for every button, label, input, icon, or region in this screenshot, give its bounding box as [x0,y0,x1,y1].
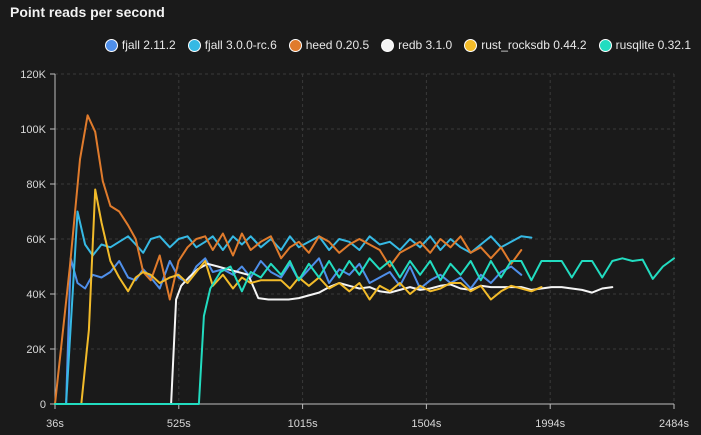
y-tick-label: 60K [26,234,46,246]
series-line-fjall [54,257,523,405]
x-tick-label: 1015s [288,418,318,430]
legend-item[interactable]: fjall 3.0.0-rc.6 [187,38,277,52]
series-line-rust-rocksdb [54,188,543,405]
legend-item[interactable]: rust_rocksdb 0.44.2 [464,38,587,52]
legend-swatch [381,38,395,52]
series-line-fjall [54,210,533,405]
legend-swatch [187,38,201,52]
legend-item[interactable]: redb 3.1.0 [381,38,452,52]
series-line-heed [54,114,523,405]
series-line-redb [54,262,614,405]
legend-label: rusqlite 0.32.1 [615,38,691,52]
legend-item[interactable]: fjall 2.11.2 [104,38,176,52]
chart-legend: fjall 2.11.2 fjall 3.0.0-rc.6 heed 0.20.5 r… [104,38,691,52]
y-tick-label: 0 [40,399,46,411]
legend-swatch [464,38,478,52]
legend-label: fjall 3.0.0-rc.6 [204,38,277,52]
legend-swatch [104,38,118,52]
x-tick-label: 525s [167,418,191,430]
legend-label: heed 0.20.5 [305,38,370,52]
legend-label: fjall 2.11.2 [121,38,176,52]
y-tick-label: 80K [26,179,46,191]
tick-labels: 0 20K 40K 60K 80K 100K 120K 36s 525s 1015s 1504s 19… [20,69,689,430]
x-tick-label: 2484s [659,418,689,430]
series-lines [54,114,675,405]
legend-item[interactable]: heed 0.20.5 [288,38,370,52]
grid-lines [55,73,675,404]
legend-swatch [598,38,612,52]
series-line-rusqlite [54,257,675,405]
y-tick-label: 20K [26,344,46,356]
legend-swatch [288,38,302,52]
x-tick-label: 36s [46,418,64,430]
x-tick-label: 1504s [411,418,441,430]
legend-label: rust_rocksdb 0.44.2 [481,38,587,52]
y-tick-label: 120K [20,69,46,81]
legend-item[interactable]: rusqlite 0.32.1 [598,38,691,52]
legend-label: redb 3.1.0 [398,38,453,52]
x-tick-label: 1994s [535,418,565,430]
chart-title: Point reads per second [10,4,165,20]
y-tick-label: 100K [20,124,46,136]
y-tick-label: 40K [26,289,46,301]
